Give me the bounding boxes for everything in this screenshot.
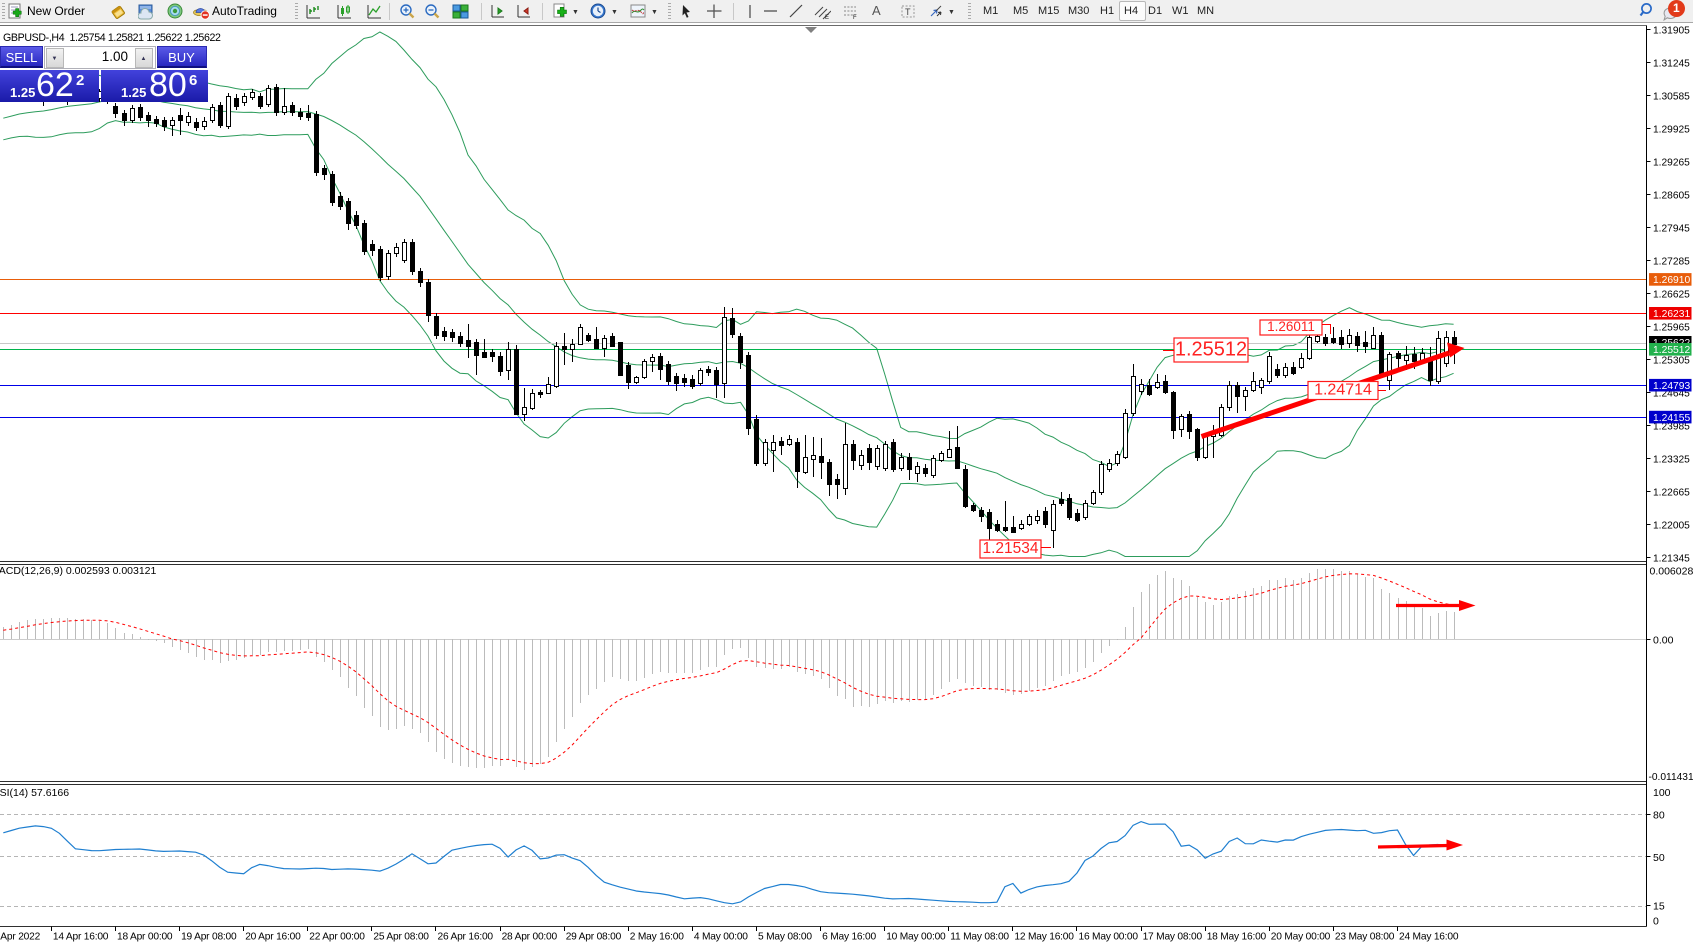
- svg-text:29 Apr 08:00: 29 Apr 08:00: [566, 932, 622, 942]
- svg-text:1.22665: 1.22665: [1653, 487, 1690, 498]
- svg-text:1.25305: 1.25305: [1653, 355, 1690, 366]
- svg-text:1.26231: 1.26231: [1653, 309, 1690, 320]
- svg-text:18 Apr 00:00: 18 Apr 00:00: [117, 932, 173, 942]
- svg-text:16 May 00:00: 16 May 00:00: [1079, 932, 1139, 942]
- svg-text:1.21534: 1.21534: [982, 540, 1038, 557]
- svg-text:100: 100: [1653, 787, 1671, 799]
- svg-text:1.24714: 1.24714: [1314, 382, 1372, 399]
- svg-text:20 May 00:00: 20 May 00:00: [1271, 932, 1331, 942]
- svg-text:14 Apr 16:00: 14 Apr 16:00: [53, 932, 109, 942]
- svg-text:18 May 16:00: 18 May 16:00: [1207, 932, 1267, 942]
- svg-text:MACD(12,26,9) 0.002593 0.00312: MACD(12,26,9) 0.002593 0.003121: [0, 565, 157, 577]
- svg-text:1.21345: 1.21345: [1653, 553, 1690, 564]
- svg-text:11 May 08:00: 11 May 08:00: [950, 932, 1009, 942]
- svg-text:1.27285: 1.27285: [1653, 256, 1690, 267]
- svg-text:12 May 16:00: 12 May 16:00: [1014, 932, 1074, 942]
- svg-text:1.24155: 1.24155: [1653, 413, 1690, 424]
- svg-text:1.26625: 1.26625: [1653, 289, 1690, 300]
- svg-text:RSI(14) 57.6166: RSI(14) 57.6166: [0, 787, 69, 799]
- svg-text:15: 15: [1653, 901, 1665, 913]
- svg-text:1.26011: 1.26011: [1267, 319, 1315, 334]
- svg-text:26 Apr 16:00: 26 Apr 16:00: [438, 932, 494, 942]
- svg-text:0: 0: [1653, 916, 1659, 928]
- svg-text:T: T: [905, 7, 911, 17]
- svg-text:1.26910: 1.26910: [1653, 275, 1690, 286]
- svg-text:-0.011431: -0.011431: [1649, 772, 1693, 783]
- svg-text:1.23985: 1.23985: [1653, 421, 1690, 432]
- svg-text:22 Apr 00:00: 22 Apr 00:00: [309, 932, 365, 942]
- svg-text:1.29265: 1.29265: [1653, 157, 1690, 168]
- svg-text:19 Apr 08:00: 19 Apr 08:00: [181, 932, 237, 942]
- svg-text:1.23325: 1.23325: [1653, 454, 1690, 465]
- svg-text:2 May 16:00: 2 May 16:00: [630, 932, 684, 942]
- svg-text:1.30585: 1.30585: [1653, 91, 1690, 102]
- svg-text:1.31245: 1.31245: [1653, 58, 1690, 69]
- svg-text:0.00: 0.00: [1653, 635, 1674, 647]
- svg-text:GBPUSD-,H4 1.25754 1.25821 1.: GBPUSD-,H4 1.25754 1.25821 1.25622 1.256…: [3, 32, 221, 44]
- svg-text:1.25512: 1.25512: [1175, 338, 1247, 360]
- svg-text:F: F: [853, 15, 857, 20]
- svg-text:23 May 08:00: 23 May 08:00: [1335, 932, 1395, 942]
- svg-text:4 May 00:00: 4 May 00:00: [694, 932, 748, 942]
- svg-text:10 May 00:00: 10 May 00:00: [886, 932, 946, 942]
- svg-text:5 May 08:00: 5 May 08:00: [758, 932, 812, 942]
- svg-text:24 May 16:00: 24 May 16:00: [1399, 932, 1459, 942]
- svg-text:25 Apr 08:00: 25 Apr 08:00: [373, 932, 429, 942]
- svg-text:1.29925: 1.29925: [1653, 124, 1690, 135]
- svg-text:50: 50: [1653, 852, 1665, 864]
- svg-text:1.22005: 1.22005: [1653, 520, 1690, 531]
- svg-text:0.006028: 0.006028: [1650, 566, 1693, 578]
- svg-text:1.25965: 1.25965: [1653, 322, 1690, 333]
- svg-text:E: E: [825, 15, 829, 20]
- svg-text:1.24645: 1.24645: [1653, 388, 1690, 399]
- svg-text:1.28605: 1.28605: [1653, 190, 1690, 201]
- svg-text:1.24793: 1.24793: [1653, 381, 1690, 392]
- svg-text:1.31905: 1.31905: [1653, 25, 1690, 36]
- svg-text:6 May 16:00: 6 May 16:00: [822, 932, 876, 942]
- svg-text:13 Apr 2022: 13 Apr 2022: [0, 932, 41, 942]
- svg-text:1.25512: 1.25512: [1653, 345, 1690, 356]
- svg-text:1.27945: 1.27945: [1653, 223, 1690, 234]
- svg-text:20 Apr 16:00: 20 Apr 16:00: [245, 932, 301, 942]
- svg-text:28 Apr 00:00: 28 Apr 00:00: [502, 932, 558, 942]
- svg-text:17 May 08:00: 17 May 08:00: [1143, 932, 1203, 942]
- svg-text:80: 80: [1653, 809, 1665, 821]
